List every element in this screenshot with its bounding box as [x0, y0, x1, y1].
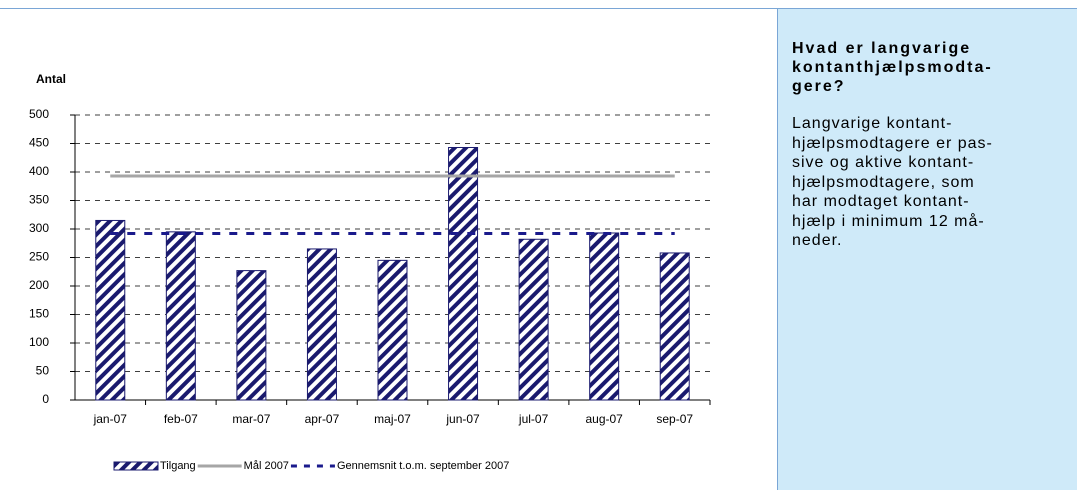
- x-tick-label: feb-07: [164, 412, 198, 426]
- panel-body: Langvarige kontant-hjælpsmodtagere er pa…: [792, 114, 1063, 251]
- x-tick-label: aug-07: [585, 412, 623, 426]
- panel-line: neder.: [792, 232, 843, 249]
- panel-line: hjælpsmodtagere er pas-: [792, 134, 993, 152]
- y-tick-label: 350: [29, 193, 49, 207]
- bar: [589, 232, 620, 401]
- legend-label: Tilgang: [160, 460, 196, 472]
- panel-line: kontanthjælpsmodta-: [792, 59, 993, 76]
- bar: [518, 238, 549, 401]
- y-tick-label: 250: [29, 250, 49, 264]
- legend-label: Mål 2007: [244, 460, 289, 472]
- y-tick-label: 150: [29, 307, 49, 321]
- x-tick-label: maj-07: [374, 412, 411, 426]
- legend-label: Gennemsnit t.o.m. september 2007: [337, 460, 509, 472]
- x-tick-label: jun-07: [445, 412, 480, 426]
- chart: Antal 0 50 100 150 200 250 300 350 400 450 500 jan-…: [29, 72, 711, 472]
- panel-line: gere?: [792, 78, 846, 95]
- y-tick-label: 200: [29, 278, 49, 292]
- x-tick-label: sep-07: [656, 412, 693, 426]
- y-tick-label: 0: [42, 392, 49, 406]
- legend-swatch: [113, 461, 159, 471]
- y-tick-label: 300: [29, 221, 49, 235]
- bar: [448, 146, 479, 401]
- bar: [165, 231, 196, 401]
- y-axis-label: Antal: [36, 72, 66, 86]
- x-tick-label: apr-07: [305, 412, 340, 426]
- top-border: [0, 8, 1077, 9]
- x-tick-label: jul-07: [518, 412, 549, 426]
- bar: [95, 219, 126, 401]
- panel-line: sive og aktive kontant-: [792, 154, 975, 171]
- panel-line: hjælp i minimum 12 må-: [792, 212, 985, 230]
- panel-line: har modtaget kontant-: [792, 193, 970, 210]
- y-tick-label: 100: [29, 335, 49, 349]
- panel-line: hjælpsmodtagere, som: [792, 173, 975, 191]
- info-panel: Hvad er langvarige kontanthjælpsmodta-ger…: [777, 9, 1077, 490]
- x-tick-label: jan-07: [93, 412, 128, 426]
- y-tick-label: 500: [29, 107, 49, 121]
- bar: [306, 248, 337, 401]
- bar: [377, 259, 408, 401]
- y-tick-label: 400: [29, 164, 49, 178]
- panel-line: Hvad er langvarige: [792, 40, 972, 57]
- y-tick-label: 450: [29, 136, 49, 150]
- panel-line: Langvarige kontant-: [792, 115, 953, 132]
- bar: [236, 270, 267, 401]
- y-tick-label: 50: [36, 364, 50, 378]
- panel-heading: Hvad er langvarige kontanthjælpsmodta-ger…: [792, 39, 1063, 96]
- bar: [659, 252, 690, 401]
- x-tick-label: mar-07: [232, 412, 270, 426]
